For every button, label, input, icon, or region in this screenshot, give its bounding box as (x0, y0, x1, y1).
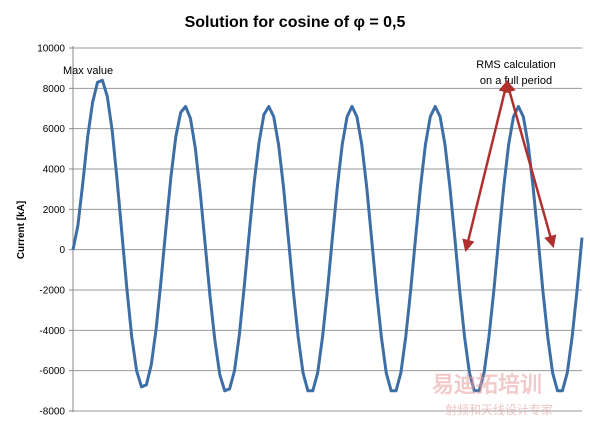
y-axis-ticks: 10000 8000 6000 4000 2000 0 -2000 -4000 -6000 -80… (37, 44, 73, 418)
rms-arrow-left (462, 79, 511, 253)
rms-period-arrows (462, 79, 557, 253)
annotation-max-value: Max value (63, 65, 113, 77)
y-axis-label: Current [kA] (16, 201, 27, 259)
y-tick-label: 10000 (37, 44, 65, 55)
y-tick-label: 8000 (43, 84, 66, 95)
y-tick-label: -4000 (39, 326, 65, 337)
annotation-rms-line1: RMS calculation (476, 59, 555, 71)
y-tick-label: -2000 (39, 286, 65, 297)
series-current-line (71, 78, 584, 393)
watermark-subtitle: 射频和天线设计专家 (445, 402, 553, 417)
gridlines (73, 47, 582, 412)
y-tick-label: 2000 (43, 205, 66, 216)
y-tick-label: -8000 (39, 407, 65, 418)
chart-title: Solution for cosine of φ = 0,5 (185, 14, 406, 31)
annotation-rms-line2: on a full period (480, 75, 552, 87)
y-tick-label: 6000 (43, 124, 66, 135)
y-tick-label: -6000 (39, 366, 65, 377)
watermark-logo-text: 易迪拓培训 (432, 372, 542, 398)
rms-arrow-right (503, 79, 557, 249)
y-tick-label: 0 (59, 245, 65, 256)
y-tick-label: 4000 (43, 165, 66, 176)
